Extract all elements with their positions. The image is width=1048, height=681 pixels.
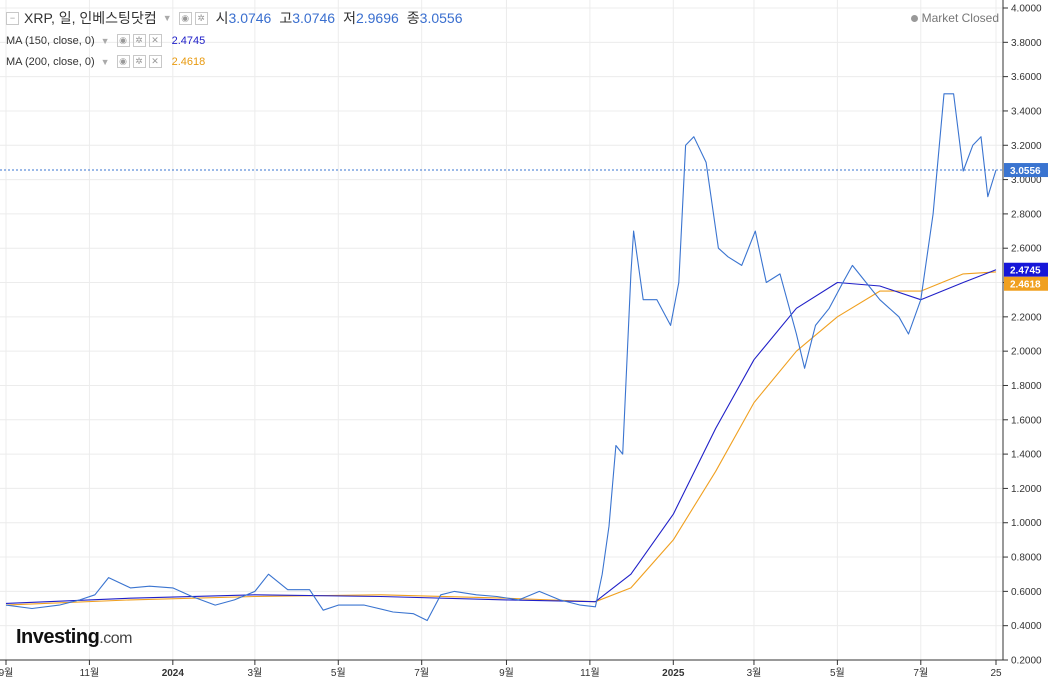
investing-logo: Investing.com bbox=[16, 626, 132, 649]
close-icon[interactable]: ✕ bbox=[148, 34, 162, 47]
y-tick-label: 1.4000 bbox=[1011, 450, 1042, 461]
close-icon[interactable]: ✕ bbox=[148, 55, 162, 68]
y-tick-label: 2.0000 bbox=[1011, 347, 1042, 358]
y-tick-label: 0.2000 bbox=[1011, 656, 1042, 667]
ma200-label: MA (200, close, 0) bbox=[6, 55, 95, 68]
y-tick-label: 2.8000 bbox=[1011, 209, 1042, 220]
close-value: 3.0556 bbox=[419, 10, 463, 26]
x-tick-label: 3월 bbox=[247, 667, 262, 679]
series-line-0 bbox=[5, 93, 997, 622]
x-tick-label: 5월 bbox=[830, 667, 845, 679]
x-tick-label: 9월 bbox=[0, 667, 13, 679]
close-label: 종 bbox=[406, 10, 420, 26]
status-dot-icon bbox=[910, 15, 918, 23]
x-tick-label: 11월 bbox=[80, 667, 100, 679]
ma200-badge-bg bbox=[1004, 276, 1048, 291]
x-axis: 9월 11월 2024 3월 5월 7월 9월 11월 2025 3월 5월 7월 25 bbox=[0, 660, 1002, 679]
y-tick-label: 0.4000 bbox=[1011, 621, 1042, 632]
series-layer bbox=[5, 93, 997, 622]
low-label: 저 bbox=[343, 10, 356, 26]
y-tick-label: 2.2000 bbox=[1011, 312, 1042, 323]
chevron-down-icon[interactable]: ▼ bbox=[100, 35, 110, 46]
logo-brand: Investing bbox=[16, 626, 100, 648]
y-tick-label: 1.8000 bbox=[1011, 381, 1042, 392]
ma150-badge-bg bbox=[1004, 262, 1048, 277]
y-tick-label: 1.6000 bbox=[1011, 415, 1042, 426]
y-tick-label: 3.4000 bbox=[1011, 106, 1042, 117]
y-tick-label: 2.6000 bbox=[1011, 244, 1042, 255]
x-tick-label: 7월 bbox=[414, 667, 429, 679]
chart-title: XRP, 일, 인베스팅닷컴 bbox=[24, 10, 157, 26]
chart-grid bbox=[0, 0, 1003, 661]
ma200-badge: 2.4618 bbox=[1004, 276, 1048, 291]
chevron-down-icon[interactable]: ▼ bbox=[100, 56, 110, 67]
ma150-badge: 2.4745 bbox=[1004, 262, 1048, 277]
y-tick-label: 4.0000 bbox=[1011, 4, 1042, 15]
market-status-text: Market Closed bbox=[921, 11, 999, 25]
y-tick-label: 1.2000 bbox=[1011, 484, 1042, 495]
x-tick-label: 11월 bbox=[580, 667, 600, 679]
eye-icon[interactable]: ◉ bbox=[116, 55, 130, 68]
y-tick-label: 3.0000 bbox=[1011, 175, 1042, 186]
high-label: 고 bbox=[279, 10, 293, 26]
ma150-legend: MA (150, close, 0) ▼ ◉ ✲ ✕ 2.4745 bbox=[6, 34, 205, 47]
ma150-label: MA (150, close, 0) bbox=[6, 34, 95, 47]
eye-icon[interactable]: ◉ bbox=[116, 34, 130, 47]
logo-suffix: .com bbox=[99, 630, 132, 647]
collapse-icon[interactable]: − bbox=[6, 11, 19, 25]
x-tick-label: 9월 bbox=[499, 667, 514, 679]
y-axis: 4.0000 3.8000 3.6000 3.4000 3.2000 3.0000 2.80… bbox=[1003, 4, 1042, 667]
x-tick-label: 7월 bbox=[913, 667, 928, 679]
ma200-badge-text: 2.4618 bbox=[1010, 280, 1041, 291]
x-tick-label: 2025 bbox=[662, 668, 685, 679]
x-tick-label: 25 bbox=[990, 668, 1002, 679]
x-tick-label: 2024 bbox=[162, 668, 185, 679]
eye-icon[interactable]: ◉ bbox=[178, 11, 192, 25]
open-value: 3.0746 bbox=[228, 10, 272, 26]
ma200-legend: MA (200, close, 0) ▼ ◉ ✲ ✕ 2.4618 bbox=[6, 55, 205, 68]
ma150-badge-text: 2.4745 bbox=[1010, 266, 1041, 277]
chevron-down-icon[interactable]: ▼ bbox=[162, 13, 172, 23]
gear-icon[interactable]: ✲ bbox=[194, 11, 208, 25]
series-line-1 bbox=[5, 269, 997, 604]
gear-icon[interactable]: ✲ bbox=[132, 55, 146, 68]
gear-icon[interactable]: ✲ bbox=[132, 34, 146, 47]
series-line-2 bbox=[5, 271, 997, 606]
y-tick-label: 3.2000 bbox=[1011, 141, 1042, 152]
x-tick-label: 5월 bbox=[331, 667, 346, 679]
value-badges: 3.0556 2.4745 2.4618 bbox=[1004, 163, 1048, 291]
x-tick-label: 3월 bbox=[747, 667, 762, 679]
open-label: 시 bbox=[215, 10, 229, 26]
y-tick-label: 0.6000 bbox=[1011, 587, 1042, 598]
low-value: 2.9696 bbox=[355, 10, 399, 26]
y-tick-label: 0.8000 bbox=[1011, 553, 1042, 564]
market-status: Market Closed bbox=[910, 11, 999, 25]
last-price-badge-bg bbox=[1004, 163, 1048, 178]
y-tick-label: 3.6000 bbox=[1011, 72, 1042, 83]
y-tick-label: 3.8000 bbox=[1011, 38, 1042, 49]
high-value: 3.0746 bbox=[292, 10, 336, 26]
ma150-value: 2.4745 bbox=[171, 34, 206, 47]
last-price-badge-text: 3.0556 bbox=[1010, 166, 1041, 177]
ma200-value: 2.4618 bbox=[171, 55, 206, 68]
last-price-badge: 3.0556 bbox=[1004, 163, 1048, 178]
y-tick-label: 1.0000 bbox=[1011, 518, 1042, 529]
chart-header: − XRP, 일, 인베스팅닷컴 ▼ ◉ ✲ 시 3.0746 고 3.0746… bbox=[6, 8, 463, 28]
